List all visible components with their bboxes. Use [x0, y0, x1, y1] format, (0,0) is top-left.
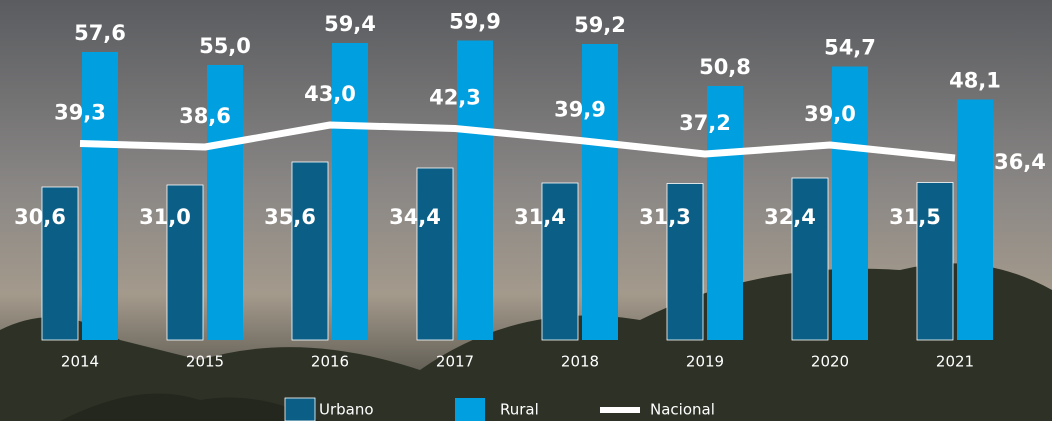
value-label: 59,2: [574, 13, 626, 37]
x-tick-label: 2019: [686, 353, 724, 371]
page: {"chart_data": {"type": "bar-line", "cat…: [0, 0, 1052, 421]
bar: [292, 162, 328, 340]
value-label: 36,4: [994, 150, 1046, 174]
value-label: 31,4: [514, 205, 566, 229]
legend-label: Nacional: [650, 401, 715, 419]
x-tick-label: 2017: [436, 353, 474, 371]
value-label: 37,2: [679, 111, 731, 135]
value-label: 31,3: [639, 205, 691, 229]
value-label: 39,3: [54, 101, 106, 125]
x-tick-label: 2014: [61, 353, 99, 371]
value-label: 59,4: [324, 12, 376, 36]
x-tick-label: 2021: [936, 353, 974, 371]
chart: 2014 2015 2016 2017 2018 2019 2020 2021 30,6 31,0…: [0, 0, 1052, 421]
value-label: 59,9: [449, 10, 501, 34]
value-label: 55,0: [199, 34, 251, 58]
value-label: 42,3: [429, 86, 481, 110]
value-label: 31,0: [139, 205, 191, 229]
value-label: 39,0: [804, 102, 856, 126]
value-label: 32,4: [764, 205, 816, 229]
bar: [582, 44, 618, 340]
value-label: 54,7: [824, 36, 876, 60]
x-tick-label: 2016: [311, 353, 349, 371]
value-label: 38,6: [179, 104, 231, 128]
x-tick-label: 2018: [561, 353, 599, 371]
bar: [792, 178, 828, 340]
value-label: 39,9: [554, 98, 606, 122]
value-label: 30,6: [14, 205, 66, 229]
value-label: 35,6: [264, 205, 316, 229]
x-tick-label: 2020: [811, 353, 849, 371]
value-label: 31,5: [889, 205, 941, 229]
legend-swatch: [455, 398, 485, 421]
value-label: 43,0: [304, 82, 356, 106]
value-label: 48,1: [949, 69, 1001, 93]
value-label: 57,6: [74, 21, 126, 45]
bar: [957, 100, 993, 341]
bar: [82, 52, 118, 340]
x-tick-label: 2015: [186, 353, 224, 371]
value-label: 50,8: [699, 55, 751, 79]
bar: [417, 168, 453, 340]
legend-label: Rural: [500, 401, 539, 419]
legend-swatch: [285, 398, 315, 421]
legend-label: Urbano: [319, 401, 374, 419]
value-label: 34,4: [389, 205, 441, 229]
